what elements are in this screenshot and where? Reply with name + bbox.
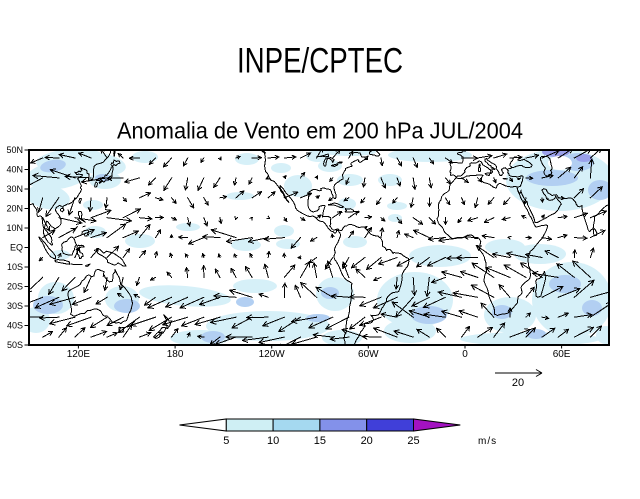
svg-text:10: 10	[267, 435, 279, 447]
svg-text:50N: 50N	[6, 145, 23, 155]
svg-text:40N: 40N	[6, 165, 23, 175]
svg-text:120W: 120W	[259, 349, 286, 360]
svg-text:25: 25	[407, 435, 419, 447]
svg-text:10S: 10S	[7, 262, 23, 272]
svg-text:40S: 40S	[7, 321, 23, 331]
svg-text:INPE/CPTEC: INPE/CPTEC	[237, 42, 403, 81]
svg-text:20: 20	[361, 435, 373, 447]
svg-text:30N: 30N	[6, 184, 23, 194]
svg-text:60E: 60E	[553, 349, 571, 360]
svg-text:0: 0	[462, 349, 468, 360]
svg-text:30S: 30S	[7, 301, 23, 311]
svg-text:5: 5	[223, 435, 229, 447]
svg-text:15: 15	[314, 435, 326, 447]
svg-text:120E: 120E	[67, 349, 91, 360]
svg-text:180: 180	[167, 349, 184, 360]
svg-text:60W: 60W	[358, 349, 379, 360]
svg-text:20: 20	[512, 377, 524, 389]
svg-text:Anomalia de Vento em 200 hPa J: Anomalia de Vento em 200 hPa JUL/2004	[117, 118, 523, 144]
svg-text:m/s: m/s	[478, 436, 497, 447]
svg-text:10N: 10N	[6, 223, 23, 233]
svg-text:EQ: EQ	[10, 243, 23, 253]
svg-text:50S: 50S	[7, 340, 23, 350]
svg-text:20S: 20S	[7, 282, 23, 292]
svg-text:20N: 20N	[6, 204, 23, 214]
